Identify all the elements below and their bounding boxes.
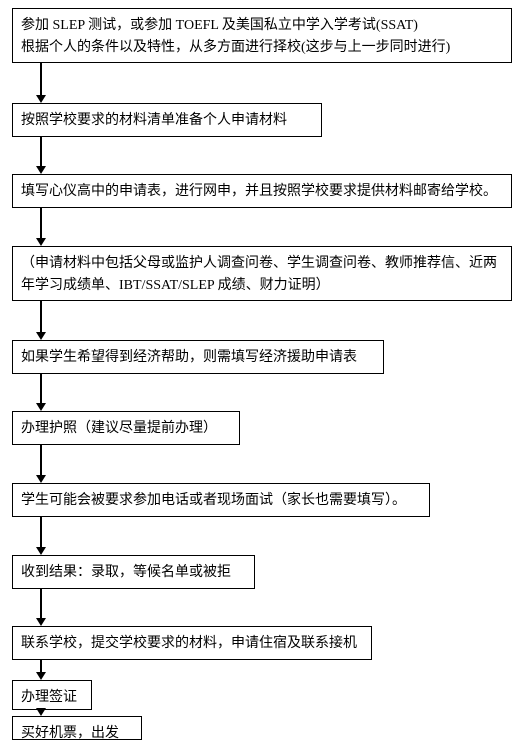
flow-arrow-n4-n5 (40, 374, 42, 403)
flow-arrow-n3-n4 (40, 301, 42, 332)
flow-node-n2: 填写心仪高中的申请表，进行网申，并且按照学校要求提供材料邮寄给学校。 (12, 174, 512, 208)
flow-node-label: 联系学校，提交学校要求的材料，申请住宿及联系接机 (21, 636, 357, 651)
flow-arrow-n0-n1 (40, 63, 42, 95)
flow-node-label: 办理签证 (21, 690, 77, 705)
arrow-head-icon (36, 547, 46, 555)
flow-node-n6: 学生可能会被要求参加电话或者现场面试（家长也需要填写）。 (12, 483, 430, 517)
arrow-head-icon (36, 618, 46, 626)
flow-node-label: 学生可能会被要求参加电话或者现场面试（家长也需要填写）。 (21, 493, 406, 508)
flow-node-label: 填写心仪高中的申请表，进行网申，并且按照学校要求提供材料邮寄给学校。 (21, 184, 497, 199)
flow-node-label: 参加 SLEP 测试，或参加 TOEFL 及美国私立中学入学考试(SSAT) 根… (21, 18, 450, 55)
flow-node-n7: 收到结果：录取，等候名单或被拒 (12, 555, 255, 589)
flow-node-n3: （申请材料中包括父母或监护人调查问卷、学生调查问卷、教师推荐信、近两年学习成绩单… (12, 246, 512, 301)
flow-node-n4: 如果学生希望得到经济帮助，则需填写经济援助申请表 (12, 340, 384, 374)
arrow-head-icon (36, 95, 46, 103)
arrow-head-icon (36, 166, 46, 174)
flow-node-label: 办理护照（建议尽量提前办理） (21, 421, 217, 436)
flow-node-n5: 办理护照（建议尽量提前办理） (12, 411, 240, 445)
arrow-head-icon (36, 238, 46, 246)
flow-node-label: 收到结果：录取，等候名单或被拒 (21, 565, 231, 580)
flow-arrow-n2-n3 (40, 208, 42, 238)
flow-node-label: 按照学校要求的材料清单准备个人申请材料 (21, 113, 287, 128)
flow-arrow-n1-n2 (40, 137, 42, 166)
arrow-head-icon (36, 475, 46, 483)
flow-arrow-n7-n8 (40, 589, 42, 618)
flow-node-n10: 买好机票，出发 (12, 716, 142, 740)
flow-node-n1: 按照学校要求的材料清单准备个人申请材料 (12, 103, 322, 137)
arrow-head-icon (36, 403, 46, 411)
arrow-head-icon (36, 708, 46, 716)
flowchart-canvas: 参加 SLEP 测试，或参加 TOEFL 及美国私立中学入学考试(SSAT) 根… (0, 0, 525, 748)
flow-node-n9: 办理签证 (12, 680, 92, 710)
flow-node-label: （申请材料中包括父母或监护人调查问卷、学生调查问卷、教师推荐信、近两年学习成绩单… (21, 256, 497, 293)
flow-arrow-n5-n6 (40, 445, 42, 475)
flow-node-n8: 联系学校，提交学校要求的材料，申请住宿及联系接机 (12, 626, 372, 660)
arrow-head-icon (36, 672, 46, 680)
flow-node-label: 买好机票，出发 (21, 726, 119, 741)
flow-arrow-n8-n9 (40, 660, 42, 672)
flow-arrow-n6-n7 (40, 517, 42, 547)
arrow-head-icon (36, 332, 46, 340)
flow-node-n0: 参加 SLEP 测试，或参加 TOEFL 及美国私立中学入学考试(SSAT) 根… (12, 8, 512, 63)
flow-node-label: 如果学生希望得到经济帮助，则需填写经济援助申请表 (21, 350, 357, 365)
